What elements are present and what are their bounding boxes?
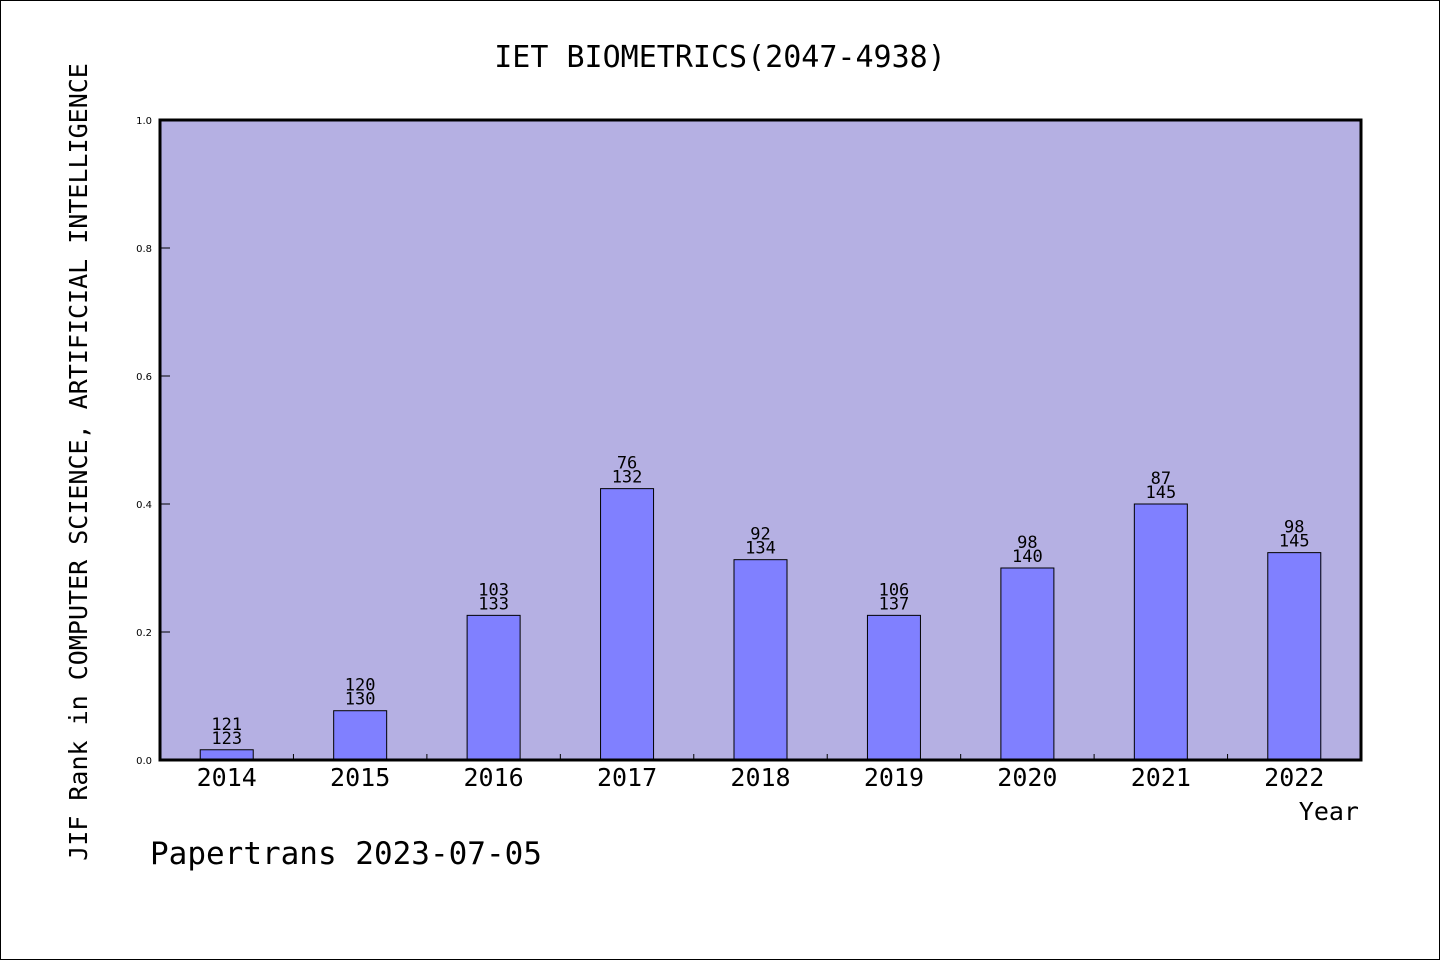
bar-2020 [1000, 567, 1055, 761]
bar-total-label: 140 [1012, 547, 1043, 567]
x-tick-label: 2017 [597, 763, 657, 792]
x-tick-label: 2022 [1264, 763, 1324, 792]
bar-rank-label: 92 [750, 525, 770, 545]
bar-2017 [600, 488, 655, 761]
bar-rank-label: 103 [478, 580, 509, 600]
bar-rank-label: 76 [617, 454, 637, 474]
bar-2015 [333, 710, 388, 761]
bar-2014 [199, 749, 254, 761]
chart-title: IET BIOMETRICS(2047-4938) [494, 40, 946, 75]
x-tick-label: 2019 [864, 763, 924, 792]
bar-rank-label: 87 [1151, 469, 1171, 489]
x-axis: 2014 2015 2016 2017 2018 2019 2020 2021 2022 [197, 754, 1324, 792]
bar-rank-label: 106 [879, 580, 910, 600]
bar-2018 [733, 559, 788, 761]
y-tick-label: 0.6 [136, 372, 152, 383]
bar-total-label: 132 [612, 468, 643, 488]
bar-2022 [1267, 552, 1322, 761]
y-tick-label: 0.0 [136, 756, 152, 767]
bar-total-label: 134 [745, 539, 776, 559]
bar-total-label: 145 [1145, 483, 1176, 503]
bar-rank-label: 98 [1284, 518, 1304, 538]
bar-rank-label: 120 [345, 676, 376, 696]
bar-2016 [466, 614, 521, 761]
bar-rank-label: 98 [1017, 533, 1037, 553]
bar-total-label: 145 [1279, 532, 1310, 552]
y-tick-label: 0.8 [136, 244, 152, 255]
bar-total-label: 133 [478, 594, 509, 614]
y-tick-label: 1.0 [136, 116, 152, 127]
bar-total-label: 130 [345, 690, 376, 710]
x-tick-label: 2016 [464, 763, 524, 792]
y-tick-label: 0.4 [136, 500, 152, 511]
x-axis-label: Year [1299, 797, 1359, 826]
y-axis-label: JIF Rank in COMPUTER SCIENCE, ARTIFICIAL… [64, 63, 93, 861]
bar-2019 [866, 614, 921, 761]
bar-total-label: 123 [211, 729, 242, 749]
bars: 1231211301201331031327613492137106140981… [199, 454, 1322, 761]
bar-rank-label: 121 [211, 715, 242, 735]
bar-total-label: 137 [879, 594, 910, 614]
plot-border [158, 118, 1363, 762]
footer-text: Papertrans 2023-07-05 [150, 836, 542, 872]
x-tick-label: 2015 [330, 763, 390, 792]
bar-2021 [1133, 503, 1188, 761]
x-tick-label: 2020 [997, 763, 1057, 792]
x-tick-label: 2014 [197, 763, 257, 792]
x-tick-label: 2021 [1131, 763, 1191, 792]
y-tick-label: 0.2 [136, 628, 152, 639]
x-tick-label: 2018 [730, 763, 790, 792]
